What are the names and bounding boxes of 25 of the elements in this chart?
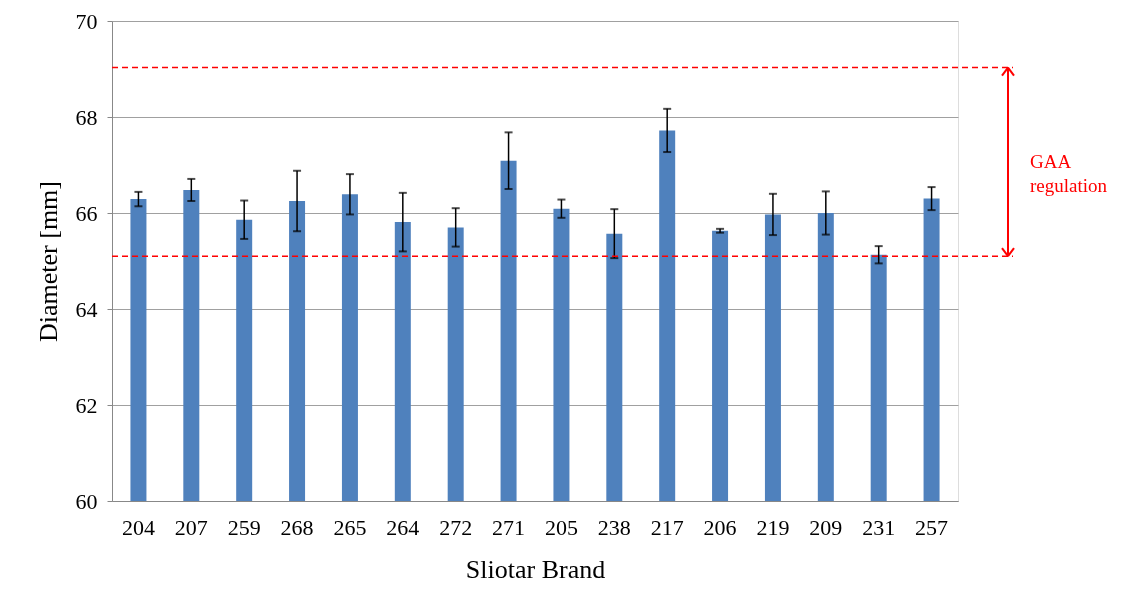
- y-tick-label: 60: [75, 488, 98, 514]
- x-tick-label: 217: [650, 514, 684, 540]
- y-axis-title: Diameter [mm]: [33, 181, 63, 342]
- x-tick-label: 209: [809, 514, 843, 540]
- x-tick-label: 264: [386, 514, 420, 540]
- y-tick-label: 68: [75, 104, 98, 130]
- x-tick-label: 268: [280, 514, 314, 540]
- x-tick-label: 259: [227, 514, 261, 540]
- y-tick-label: 64: [75, 296, 98, 322]
- x-axis-title: Sliotar Brand: [465, 554, 606, 584]
- x-tick-label: 272: [439, 514, 473, 540]
- x-tick-label: 206: [703, 514, 737, 540]
- x-tick-label: 257: [915, 514, 949, 540]
- y-tick-label: 62: [75, 392, 98, 418]
- x-tick-label: 231: [862, 514, 896, 540]
- x-tick-label: 204: [121, 514, 155, 540]
- x-tick-label: 205: [544, 514, 578, 540]
- y-tick-label: 66: [75, 200, 98, 226]
- x-tick-label: 238: [597, 514, 631, 540]
- y-tick-label: 70: [75, 8, 98, 34]
- x-tick-label: 271: [492, 514, 526, 540]
- x-tick-label: 219: [756, 514, 790, 540]
- x-tick-label: 265: [333, 514, 367, 540]
- text: GAA regulation: [1030, 150, 1108, 196]
- x-tick-label: 207: [174, 514, 208, 540]
